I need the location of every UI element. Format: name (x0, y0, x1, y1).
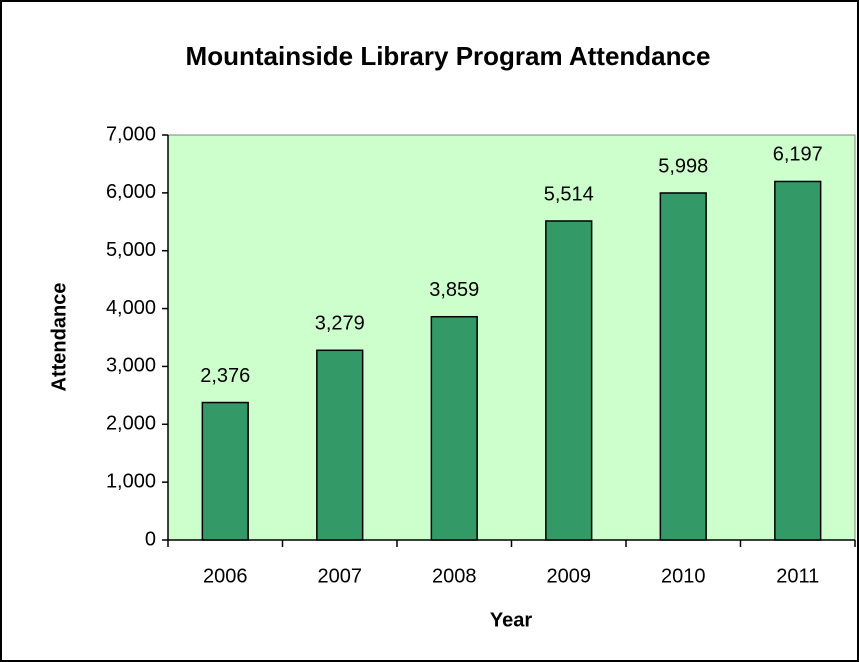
bar (201, 401, 249, 541)
bar (659, 192, 707, 541)
bar (430, 315, 478, 541)
chart-title: Mountainside Library Program Attendance (186, 41, 711, 71)
x-tick-label: 2009 (547, 565, 592, 587)
bar (316, 349, 364, 541)
x-tick-label: 2011 (776, 565, 819, 587)
data-label: 6,197 (773, 144, 823, 166)
bar (545, 220, 593, 541)
y-tick-label: 1,000 (106, 470, 156, 492)
y-tick-label: 6,000 (106, 181, 156, 203)
y-tick-label: 2,000 (106, 413, 156, 435)
data-label: 3,279 (315, 313, 365, 335)
x-tick-label: 2008 (432, 565, 477, 587)
x-tick-label: 2007 (318, 565, 363, 587)
x-axis-label: Year (490, 609, 532, 631)
x-tick-label: 2006 (203, 565, 248, 587)
plot-area (167, 134, 856, 541)
data-label: 5,514 (544, 183, 594, 205)
y-axis-label: Attendance (48, 283, 70, 392)
y-tick-label: 0 (145, 528, 156, 550)
y-tick-label: 3,000 (106, 355, 156, 377)
data-label: 2,376 (200, 365, 250, 387)
data-label: 5,998 (658, 155, 708, 177)
y-tick-label: 5,000 (106, 239, 156, 261)
x-tick-label: 2010 (661, 565, 706, 587)
bar (774, 180, 822, 541)
data-label: 3,859 (429, 279, 479, 301)
y-tick-label: 4,000 (106, 297, 156, 319)
y-tick-label: 7,000 (106, 123, 156, 145)
